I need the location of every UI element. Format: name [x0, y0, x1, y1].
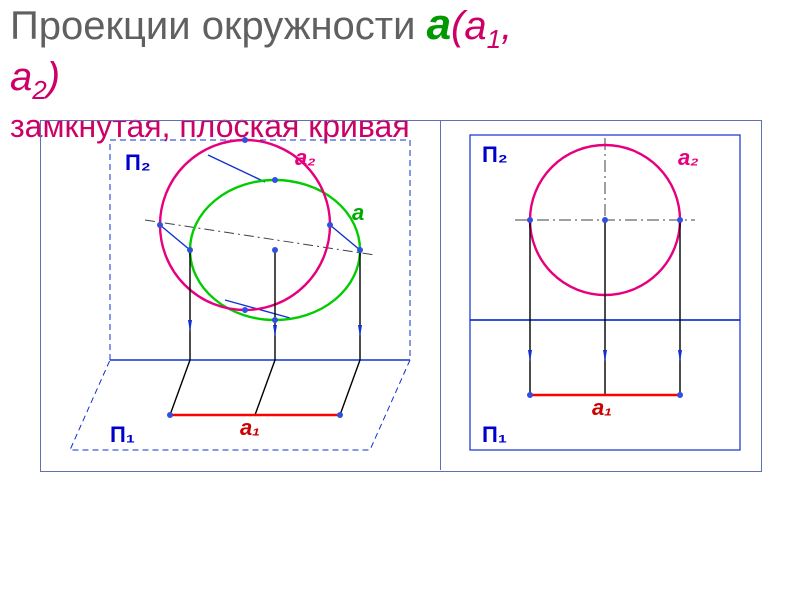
title-line-2: а2) [10, 55, 790, 106]
pt [167, 412, 173, 418]
pt [272, 177, 278, 183]
label-p1: П₁ [110, 422, 135, 447]
label-p2: П₂ [125, 150, 151, 175]
title-block: Проекции окружности а(а1, а2) [10, 0, 790, 106]
right-orthographic-diagram: П₂ П₁ а₂ а₁ [440, 120, 760, 470]
pt [187, 247, 193, 253]
pt [157, 222, 163, 228]
pt [337, 412, 343, 418]
arr-r3 [678, 350, 682, 362]
arrow-1 [188, 320, 192, 332]
label-p2-r: П₂ [482, 142, 508, 167]
p2-plane [110, 140, 410, 360]
arr-r2 [603, 350, 607, 362]
projector-1b [170, 360, 190, 415]
title-paren-close: ) [47, 55, 60, 99]
arrow-2 [273, 325, 277, 337]
title-a-green: а [427, 0, 451, 49]
label-a: а [352, 200, 364, 225]
pt [242, 137, 248, 143]
label-a2-r: а₂ [678, 145, 699, 170]
pt [677, 217, 683, 223]
title-comma: , [501, 4, 512, 48]
projector-3b [340, 360, 360, 415]
label-a1-r: а₁ [592, 395, 612, 420]
pt [357, 247, 363, 253]
title-line-1: Проекции окружности а(а1, [10, 0, 790, 55]
pt [242, 307, 248, 313]
title-a2-sub: 2 [32, 75, 46, 105]
tie-chord-1 [208, 155, 265, 182]
pt [602, 217, 608, 223]
center-chord [145, 220, 375, 255]
pt [527, 392, 533, 398]
projector-2b [255, 360, 275, 415]
arrow-3 [358, 325, 362, 337]
label-p1-r: П₁ [482, 422, 507, 447]
label-a2: а₂ [295, 145, 316, 170]
title-a1: а [464, 4, 486, 48]
pt [677, 392, 683, 398]
title-a2: а [10, 55, 32, 99]
left-axonometric-diagram: П₂ П₁ а₂ а а₁ [40, 120, 440, 470]
pt [272, 247, 278, 253]
arr-r1 [528, 350, 532, 362]
pt [272, 317, 278, 323]
title-pre: Проекции окружности [10, 4, 427, 48]
title-paren-open: ( [451, 4, 464, 48]
tie-chord-2 [160, 225, 190, 250]
title-a1-sub: 1 [487, 24, 501, 54]
pt [327, 222, 333, 228]
pt [527, 217, 533, 223]
label-a1: а₁ [240, 415, 260, 440]
